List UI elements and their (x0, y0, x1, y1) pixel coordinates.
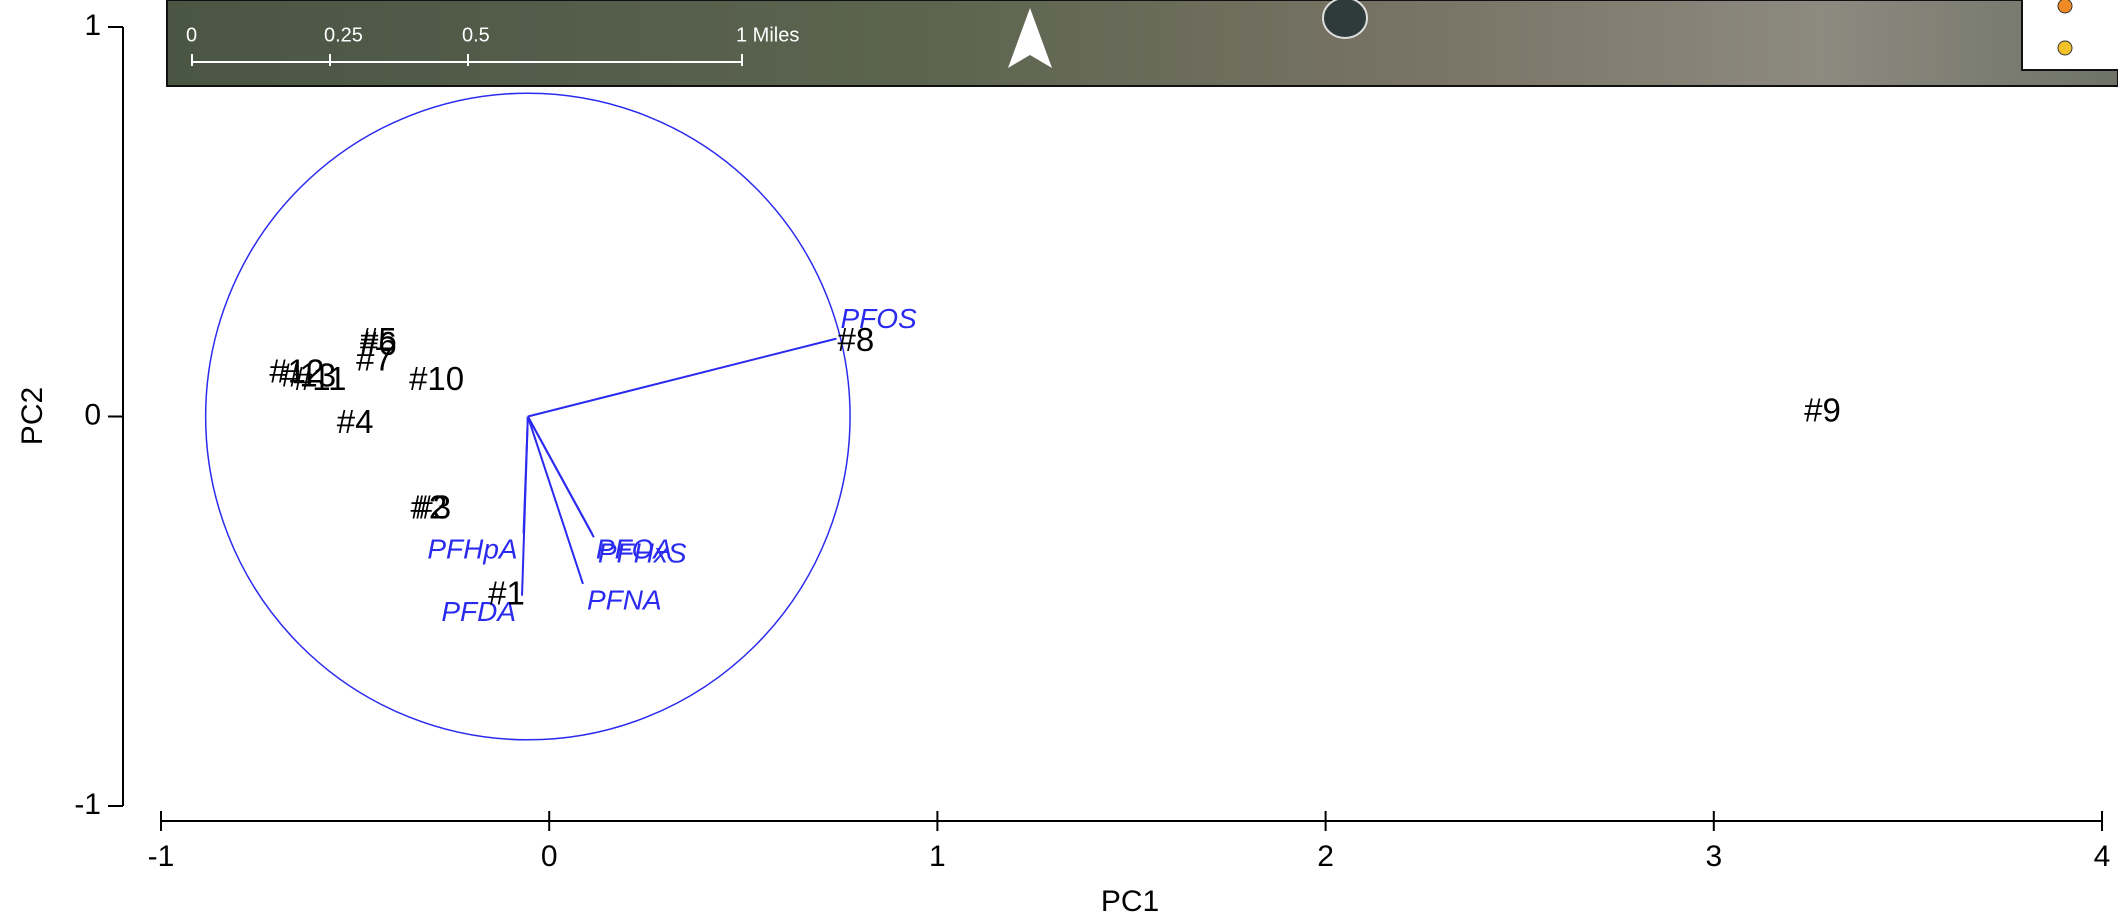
legend-dot (2058, 0, 2072, 13)
y-tick-label: -1 (74, 788, 101, 821)
y-tick-label: 1 (84, 9, 101, 42)
x-tick-label: 0 (541, 840, 558, 873)
chart: PC1 PC2 00.250.51 Miles-101-101234PFOSPF… (0, 0, 2118, 924)
x-tick-label: 2 (1317, 840, 1334, 873)
score-point: #4 (337, 403, 374, 440)
scale-label: 0.25 (324, 24, 363, 46)
y-axis-label: PC2 (16, 387, 49, 445)
x-axis-label: PC1 (1101, 885, 1159, 918)
score-point: #7 (356, 341, 393, 378)
score-point: #1 (488, 574, 525, 611)
map-image (167, 0, 2118, 86)
legend-dot (2058, 41, 2072, 55)
score-point: #8 (838, 321, 875, 358)
score-point: #13 (281, 356, 336, 393)
loading-label: PFOA (596, 534, 672, 565)
loading-vector (528, 339, 837, 417)
scale-label: 0 (186, 24, 197, 46)
scale-label: 0.5 (462, 24, 490, 46)
y-tick-label: 0 (84, 398, 101, 431)
x-tick-label: 4 (2094, 840, 2111, 873)
loading-label: PFNA (587, 584, 662, 615)
score-point: #3 (414, 489, 451, 526)
loading-label: PFHpA (427, 534, 517, 565)
score-point: #9 (1804, 391, 1841, 428)
score-point: #10 (409, 360, 464, 397)
scale-label: 1 Miles (736, 24, 799, 46)
map-pond (1323, 0, 1367, 38)
x-tick-label: 1 (929, 840, 946, 873)
x-tick-label: 3 (1705, 840, 1722, 873)
loading-vector (522, 417, 528, 596)
map-strip (167, 0, 2118, 86)
x-tick-label: -1 (148, 840, 175, 873)
